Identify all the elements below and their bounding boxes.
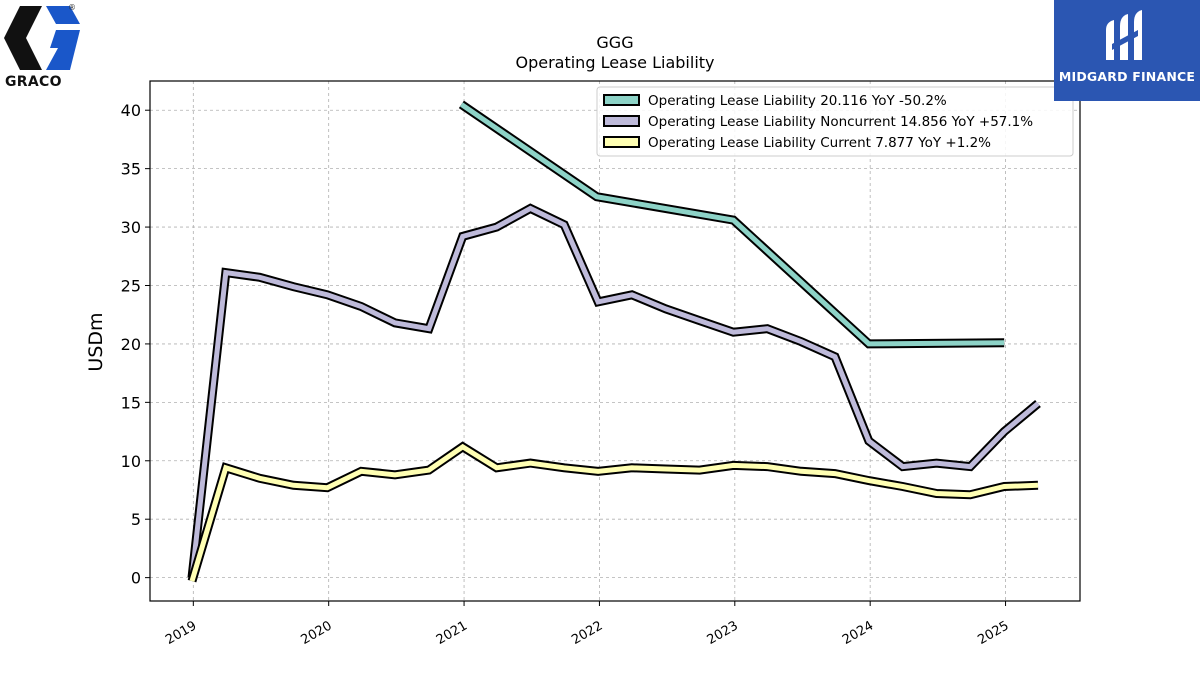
legend-swatch-total [603, 94, 640, 106]
series-line-total [459, 102, 1005, 347]
legend: Operating Lease Liability 20.116 YoY -50… [596, 86, 1074, 157]
x-axis: 2019 2020 2021 2022 2023 2024 2025 [163, 601, 1012, 648]
series-line-noncurrent [189, 205, 1040, 578]
x-tick-label: 2024 [840, 618, 876, 648]
legend-label-noncurrent: Operating Lease Liability Noncurrent 14.… [648, 114, 1033, 130]
chart-title: GGG [596, 33, 633, 52]
series-current [187, 441, 1039, 583]
legend-item-noncurrent: Operating Lease Liability Noncurrent 14.… [603, 114, 1033, 130]
legend-label-current: Operating Lease Liability Current 7.877 … [648, 135, 991, 151]
x-tick-label: 2025 [975, 618, 1011, 648]
chart-subtitle: Operating Lease Liability [515, 53, 714, 72]
legend-swatch-current [603, 136, 640, 148]
legend-swatch-noncurrent [603, 115, 640, 127]
y-tick-label: 0 [131, 569, 141, 588]
plot-frame [149, 80, 1081, 602]
series-outline-noncurrent [187, 203, 1041, 579]
x-tick-label: 2021 [434, 618, 470, 648]
y-axis-label: USDm [85, 312, 107, 371]
midgard-finance-logo: MIDGARD FINANCE [1054, 0, 1200, 101]
y-tick-label: 15 [121, 393, 141, 412]
y-tick-label: 5 [131, 510, 141, 529]
x-tick-label: 2019 [163, 618, 199, 648]
midgard-logo-mark-icon [1106, 10, 1142, 60]
series-total [458, 100, 1005, 349]
graco-wordmark: GRACO [5, 74, 62, 90]
series-noncurrent [187, 203, 1041, 579]
graco-logo: ® GRACO [0, 0, 90, 95]
y-tick-label: 30 [121, 218, 141, 237]
legend-item-total: Operating Lease Liability 20.116 YoY -50… [603, 93, 947, 109]
y-tick-label: 35 [121, 160, 141, 179]
midgard-wordmark: MIDGARD FINANCE [1058, 69, 1196, 84]
series-layer [187, 100, 1041, 583]
series-line-current [189, 443, 1039, 582]
legend-label-total: Operating Lease Liability 20.116 YoY -50… [648, 93, 947, 109]
x-tick-label: 2022 [569, 618, 605, 648]
y-axis: 0 5 10 15 20 25 30 35 40 [121, 101, 150, 588]
graco-logo-mark-icon [4, 6, 80, 70]
x-tick-label: 2023 [705, 618, 741, 648]
x-tick-label: 2020 [299, 618, 335, 648]
y-tick-label: 40 [121, 101, 141, 120]
y-tick-label: 25 [121, 276, 141, 295]
y-tick-label: 10 [121, 452, 141, 471]
registered-mark: ® [68, 3, 76, 12]
y-tick-label: 20 [121, 335, 141, 354]
legend-box [596, 86, 1074, 157]
legend-item-current: Operating Lease Liability Current 7.877 … [603, 135, 991, 151]
